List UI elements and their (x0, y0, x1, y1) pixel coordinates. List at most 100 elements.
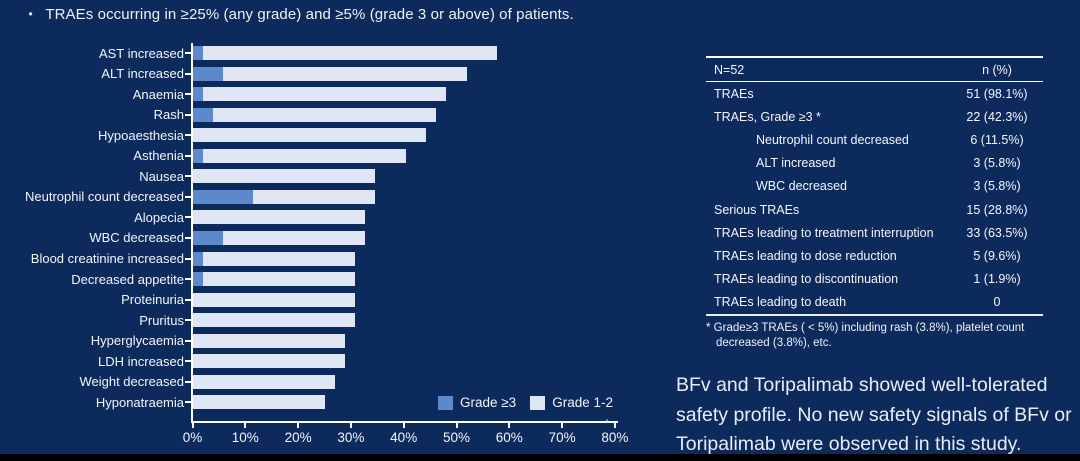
bar-segment-grade12 (202, 148, 406, 163)
x-tick-mark (349, 423, 352, 428)
category-label: AST increased (98, 45, 184, 61)
y-tick-mark (185, 154, 191, 157)
trae-summary-table: N=52 n (%) TRAEs 51 (98.1%) TRAEs, Grade ≥… (706, 56, 1043, 316)
category-label: Hyperglycaemia (90, 333, 184, 349)
table-row: TRAEs 51 (98.1%) (706, 82, 1043, 105)
category-label: Hypoaesthesia (98, 127, 184, 143)
table-row: TRAEs leading to treatment interruption 3… (706, 221, 1043, 244)
x-tick-mark (613, 423, 616, 428)
table-cell-value: 51 (98.1%) (966, 86, 1028, 101)
chart-legend: Grade ≥3 Grade 1-2 (438, 395, 613, 410)
x-tick-mark (508, 423, 511, 428)
bar-segment-grade12 (192, 313, 356, 328)
x-tick-label: 60% (495, 430, 523, 445)
axis-end-mark: . (605, 408, 609, 424)
table-cell-label: TRAEs (714, 86, 754, 101)
x-tick-mark (455, 423, 458, 428)
table-cell-label: TRAEs leading to death (714, 295, 847, 310)
bar-segment-grade3 (192, 272, 203, 287)
table-cell-value: 6 (11.5%) (970, 132, 1024, 147)
table-cell-label: ALT increased (756, 156, 836, 171)
y-tick-mark (185, 339, 191, 342)
bar-segment-grade12 (192, 169, 376, 184)
trae-bar-chart: . Grade ≥3 Grade 1-2 AST increased ALT inc… (25, 43, 629, 445)
category-label: Weight decreased (79, 374, 184, 390)
bar-segment-grade12 (192, 354, 345, 369)
y-tick-mark (185, 216, 191, 219)
bar-segment-grade12 (202, 251, 355, 266)
y-tick-mark (185, 319, 191, 322)
chart-x-axis (191, 421, 618, 423)
category-label: Rash (153, 107, 184, 123)
y-tick-mark (185, 401, 191, 404)
table-cell-label: Serious TRAEs (714, 202, 800, 217)
category-label: Pruritus (139, 312, 184, 328)
table-cell-value: 0 (993, 295, 1001, 310)
bar-segment-grade12 (202, 272, 355, 287)
x-tick-mark (561, 423, 564, 428)
y-tick-mark (185, 93, 191, 96)
category-label: Asthenia (133, 148, 184, 164)
table-row: TRAEs leading to death 0 (706, 291, 1043, 314)
bar-segment-grade12 (192, 333, 345, 348)
bar-segment-grade3 (192, 107, 213, 122)
bar-segment-grade3 (192, 66, 224, 81)
bar-segment-grade12 (253, 189, 376, 204)
bottom-edge-strip (0, 454, 1080, 461)
x-tick-label: 0% (182, 430, 203, 445)
bar-segment-grade12 (192, 128, 426, 143)
table-cell-value: 33 (63.5%) (966, 225, 1028, 240)
table-cell-label: WBC decreased (756, 179, 848, 194)
bar-segment-grade12 (223, 230, 366, 245)
category-label: ALT increased (101, 66, 184, 82)
table-row: ALT increased 3 (5.8%) (706, 152, 1043, 175)
y-tick-mark (185, 52, 191, 54)
y-tick-mark (185, 236, 191, 239)
category-label: Alopecia (134, 209, 184, 225)
x-tick-label: 30% (337, 430, 365, 445)
x-tick-mark (402, 423, 405, 428)
bar-segment-grade3 (192, 46, 203, 60)
bar-segment-grade12 (212, 107, 436, 122)
table-cell-label: TRAEs leading to treatment interruption (714, 225, 934, 240)
table-cell-label: TRAEs, Grade ≥3 * (714, 109, 821, 124)
category-label: LDH increased (98, 353, 184, 369)
table-header-right: n (%) (982, 62, 1012, 77)
table-cell-value: 22 (42.3%) (966, 109, 1028, 124)
table-cell-label: Neutrophil count decreased (756, 132, 909, 147)
bar-segment-grade3 (192, 189, 254, 204)
bar-segment-grade3 (192, 251, 203, 266)
category-label: Blood creatinine increased (30, 251, 184, 266)
y-tick-mark (185, 278, 191, 281)
category-label: Nausea (139, 168, 184, 184)
legend-item: Grade ≥3 (438, 395, 516, 410)
category-label: Hyponatraemia (95, 394, 184, 410)
y-tick-mark (185, 360, 191, 363)
bar-segment-grade12 (202, 46, 498, 60)
x-tick-mark (191, 423, 194, 428)
x-tick-label: 80% (601, 430, 629, 445)
category-label: Anaemia (132, 86, 184, 102)
legend-item: Grade 1-2 (530, 395, 613, 410)
y-tick-mark (185, 175, 191, 178)
table-row: TRAEs, Grade ≥3 * 22 (42.3%) (706, 105, 1043, 128)
legend-label: Grade 1-2 (552, 395, 613, 410)
category-label: Proteinuria (121, 292, 184, 308)
bar-segment-grade12 (192, 374, 335, 389)
table-cell-value: 3 (5.8%) (973, 179, 1021, 194)
bar-segment-grade12 (192, 292, 356, 307)
bar-segment-grade3 (192, 87, 203, 102)
table-row: WBC decreased 3 (5.8%) (706, 175, 1043, 198)
x-tick-mark (244, 423, 247, 428)
y-tick-mark (185, 134, 191, 137)
conclusion-text: BFv and Toripalimab showed well-tolerate… (676, 374, 1072, 455)
bar-segment-grade3 (192, 148, 203, 163)
bar-segment-grade3 (192, 230, 224, 245)
header-bullet-line: • TRAEs occurring in ≥25% (any grade) and… (28, 6, 788, 23)
legend-swatch-icon (530, 395, 546, 410)
table-header-left: N=52 (714, 62, 745, 77)
bar-segment-grade12 (192, 395, 325, 410)
table-cell-value: 5 (9.6%) (973, 248, 1021, 263)
table-cell-value: 3 (5.8%) (973, 156, 1021, 171)
